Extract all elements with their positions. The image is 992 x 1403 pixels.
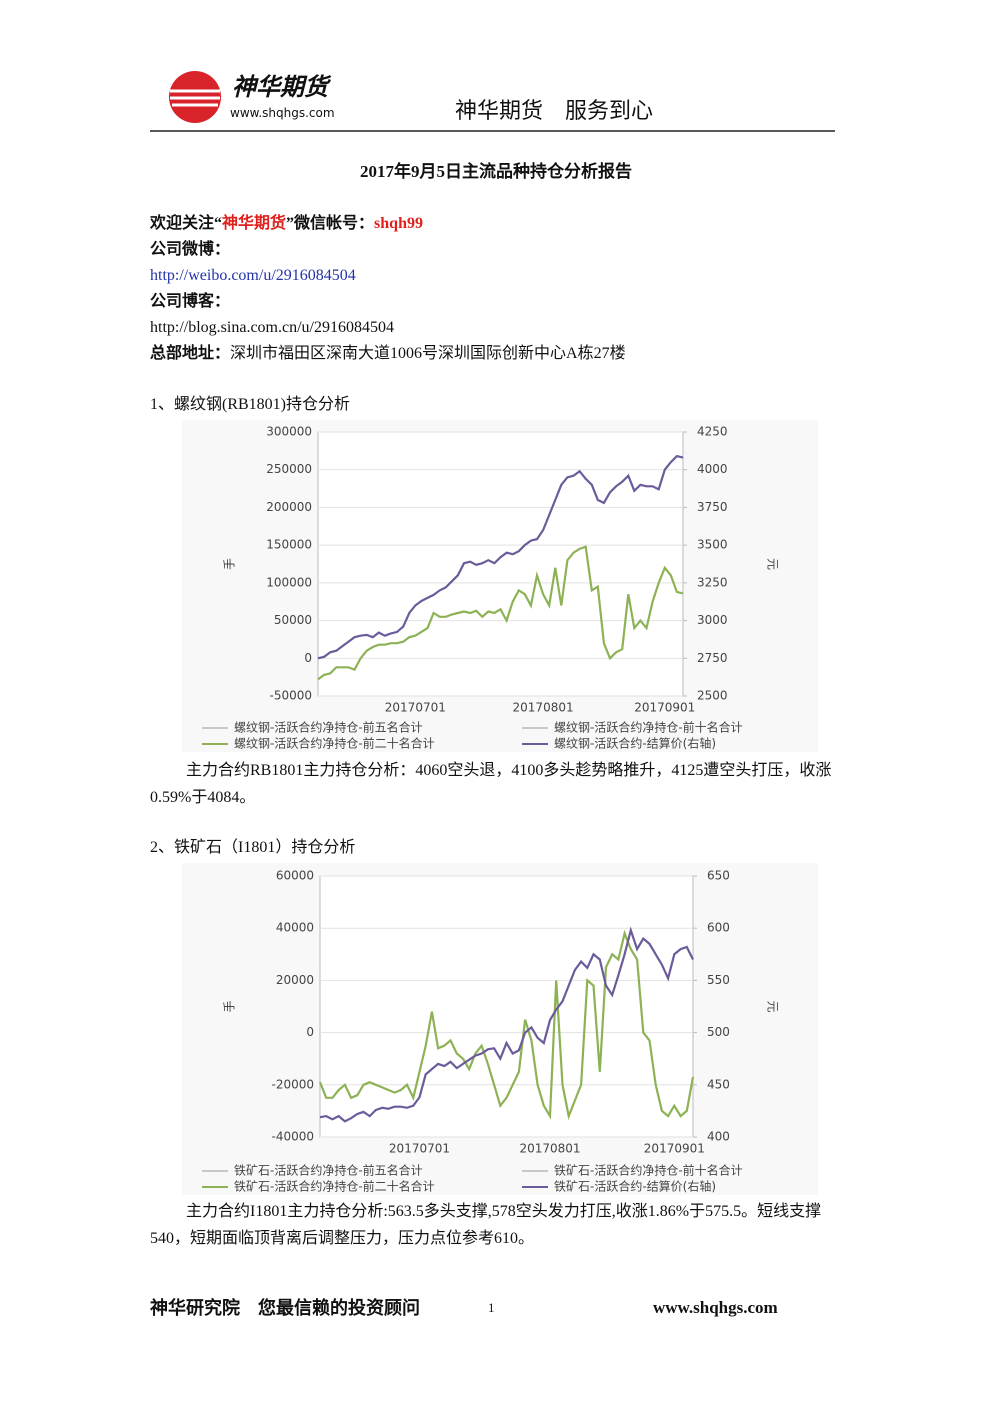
y2-tick-label: 3750 [697, 500, 728, 514]
y2-tick-label: 600 [707, 921, 730, 935]
x-tick-label: 20170701 [389, 1142, 450, 1156]
legend-label: 铁矿石-活跃合约净持仓-前十名合计 [554, 1163, 743, 1178]
y-tick-label: 200000 [266, 500, 312, 514]
legend-label: 螺纹钢-活跃合约净持仓-前二十名合计 [234, 736, 435, 751]
analysis: 主力合约I1801主力持仓分析:563.5多头支撑,578空头发力打压,收涨1.… [150, 1203, 822, 1247]
y-tick-label: 100000 [266, 575, 312, 589]
header-graphic [150, 71, 835, 132]
series-line [317, 545, 684, 681]
footer-slogan: 神华研究院 您最信赖的投资顾问 [150, 1298, 420, 1318]
blog-label: 公司博客： [150, 293, 231, 310]
x-tick-label: 20170801 [513, 701, 574, 715]
y-tick-label: 300000 [266, 425, 312, 439]
y-axis-label: 手 [223, 558, 237, 570]
legend-label: 铁矿石-活跃合约净持仓-前五名合计 [234, 1163, 423, 1178]
y-tick-label: 0 [304, 651, 312, 665]
legend-label: 螺纹钢-活跃合约-结算价(右轴) [554, 736, 716, 751]
y-tick-label: -20000 [271, 1077, 314, 1091]
plot-area [317, 431, 684, 697]
brand-url: www.shqhgs.com [230, 106, 335, 120]
y2-tick-label: 2750 [697, 651, 728, 665]
y2-tick-label: 3250 [697, 575, 728, 589]
y2-axis-label: 元 [766, 1000, 780, 1012]
y-tick-label: 0 [306, 1025, 314, 1039]
chart: -50000 0 50000 100000 150000 200000 250000 3000… [182, 420, 818, 752]
legend-label: 铁矿石-活跃合约-结算价(右轴) [554, 1179, 716, 1194]
y2-tick-label: 550 [707, 973, 730, 987]
y2-tick-label: 500 [707, 1025, 730, 1039]
series-line [319, 926, 694, 1123]
x-tick-label: 20170701 [385, 701, 446, 715]
y-axis-label: 手 [223, 1000, 237, 1012]
section-heading: 1、螺纹钢(RB1801)持仓分析 [150, 396, 351, 413]
y2-tick-label: 4250 [697, 425, 728, 439]
welcome: 欢迎关注“神华期货”微信帐号：shqh99 [150, 211, 423, 237]
weibo-link[interactable]: http://weibo.com/u/2916084504 [150, 267, 356, 284]
logo-stripes [170, 89, 220, 107]
y2-tick-label: 4000 [697, 462, 728, 476]
y-tick-label: 250000 [266, 462, 312, 476]
chart: -40000 -20000 0 20000 40000 60000 400 450 500 550… [182, 863, 818, 1195]
brand: 神华期货 [232, 73, 328, 101]
section-heading: 2、铁矿石（I1801）持仓分析 [150, 839, 356, 856]
page-number: 1 [488, 1300, 495, 1315]
legend-label: 螺纹钢-活跃合约净持仓-前五名合计 [234, 720, 423, 735]
y2-axis-label: 元 [766, 558, 780, 570]
address: 总部地址：深圳市福田区深南大道1006号深圳国际创新中心A栋27楼 [150, 341, 626, 367]
analysis: 主力合约RB1801主力持仓分析：4060空头退，4100多头趁势略推升，412… [150, 762, 832, 806]
wechat-id: shqh99 [374, 215, 423, 232]
tagline: 神华期货 服务到心 [455, 99, 654, 124]
legend-label: 螺纹钢-活跃合约净持仓-前十名合计 [554, 720, 743, 735]
y-tick-label: -40000 [271, 1130, 314, 1144]
y-tick-label: 40000 [276, 921, 314, 935]
legend-label: 铁矿石-活跃合约净持仓-前二十名合计 [234, 1179, 435, 1194]
text: ”微信帐号： [286, 215, 375, 232]
y-tick-label: -50000 [269, 689, 312, 703]
brand-highlight: 神华期货 [222, 215, 287, 232]
y2-tick-label: 3000 [697, 613, 728, 627]
y2-tick-label: 400 [707, 1130, 730, 1144]
y-tick-label: 60000 [276, 869, 314, 883]
y2-tick-label: 450 [707, 1077, 730, 1091]
series-line [318, 929, 695, 1120]
footer-url: www.shqhgs.com [653, 1298, 778, 1317]
report-title: 2017年9月5日主流品种持仓分析报告 [360, 162, 632, 181]
address-text: 深圳市福田区深南大道1006号深圳国际创新中心A栋27楼 [230, 345, 626, 362]
weibo-label: 公司微博： [150, 241, 231, 258]
x-tick-label: 20170901 [644, 1142, 705, 1156]
y-tick-label: 50000 [274, 613, 312, 627]
series-line [317, 454, 684, 660]
x-tick-label: 20170901 [634, 701, 695, 715]
blog-url: http://blog.sina.com.cn/u/2916084504 [150, 319, 394, 336]
x-tick-label: 20170801 [519, 1142, 580, 1156]
text: 欢迎关注“ [150, 215, 223, 232]
address-label: 总部地址： [150, 345, 231, 362]
y2-tick-label: 3500 [697, 538, 728, 552]
plot-area [319, 875, 694, 1138]
y2-tick-label: 650 [707, 869, 730, 883]
y-tick-label: 150000 [266, 538, 312, 552]
y-tick-label: 20000 [276, 973, 314, 987]
y2-tick-label: 2500 [697, 689, 728, 703]
